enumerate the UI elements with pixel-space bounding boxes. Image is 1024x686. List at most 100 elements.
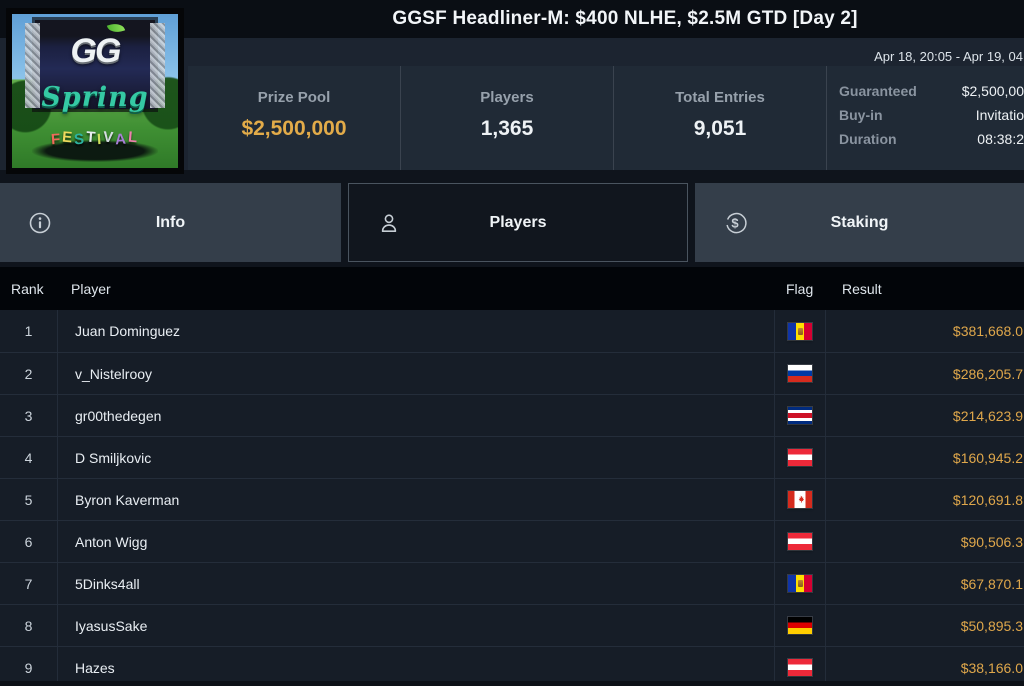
table-row[interactable]: 2 v_Nistelrooy $286,205.7 — [0, 352, 1024, 394]
column-header-result: Result — [842, 280, 882, 297]
player-name: Anton Wigg — [75, 533, 148, 550]
tournament-dates: Apr 18, 20:05 - Apr 19, 04 — [874, 49, 1023, 64]
table-header: Rank Player Flag Result — [0, 267, 1024, 310]
andorra-flag-icon — [788, 322, 812, 340]
rank-cell: 8 — [0, 605, 58, 646]
austria-flag-icon — [788, 533, 812, 550]
festival-letter: F — [50, 130, 63, 149]
flag-cell — [774, 479, 826, 520]
table-row[interactable]: 1 Juan Dominguez $381,668.0 — [0, 310, 1024, 352]
stats-panel: Prize Pool $2,500,000 Players 1,365 Tota… — [188, 66, 1024, 170]
player-name: v_Nistelrooy — [75, 365, 153, 382]
festival-letter: L — [127, 128, 141, 147]
stat-total-entries: Total Entries 9,051 — [614, 66, 827, 170]
detail-duration: Duration 08:38:2 — [839, 127, 1024, 151]
details-panel: Guaranteed $2,500,00 Buy-in Invitatio Du… — [827, 66, 1024, 170]
canada-flag-icon — [788, 491, 812, 508]
dollar-icon: $ — [723, 211, 747, 235]
bottom-edge — [0, 681, 1024, 686]
logo-truss — [25, 23, 41, 108]
result-amount: $90,506.3 — [960, 533, 1023, 550]
detail-value: 08:38:2 — [977, 131, 1024, 147]
detail-label: Guaranteed — [839, 83, 917, 99]
table-row[interactable]: 4 D Smiljkovic $160,945.2 — [0, 436, 1024, 478]
austria-flag-icon — [788, 449, 812, 466]
flag-cell — [774, 605, 826, 646]
tab-info-label: Info — [155, 213, 186, 231]
player-name: Byron Kaverman — [75, 491, 180, 508]
rank-cell: 6 — [0, 521, 58, 562]
logo-spring-text: Spring — [41, 81, 149, 113]
festival-letter: A — [114, 130, 129, 149]
flag-cell — [774, 521, 826, 562]
detail-guaranteed: Guaranteed $2,500,00 — [839, 79, 1024, 103]
result-amount: $214,623.9 — [952, 407, 1023, 424]
rank-cell: 9 — [0, 647, 58, 686]
result-amount: $286,205.7 — [952, 365, 1023, 382]
stat-prize-pool: Prize Pool $2,500,000 — [188, 66, 401, 170]
result-amount: $67,870.1 — [960, 575, 1023, 592]
detail-value: $2,500,00 — [961, 83, 1024, 99]
austria-flag-icon — [788, 659, 812, 676]
flag-cell — [774, 563, 826, 604]
column-header-rank: Rank — [11, 280, 44, 297]
stat-label: Players — [480, 89, 534, 106]
result-amount: $50,895.3 — [960, 617, 1023, 634]
logo-gg-text: GG — [70, 32, 122, 71]
detail-label: Duration — [839, 131, 897, 147]
svg-text:$: $ — [731, 215, 739, 230]
player-name: Juan Dominguez — [75, 323, 181, 339]
table-row[interactable]: 3 gr00thedegen $214,623.9 — [0, 394, 1024, 436]
info-icon — [28, 211, 52, 235]
tab-staking-label: Staking — [830, 213, 889, 231]
rank-cell: 4 — [0, 437, 58, 478]
event-logo-art: GG Spring FESTIVAL — [12, 14, 178, 168]
tab-players[interactable]: Players — [348, 183, 688, 262]
table-row[interactable]: 6 Anton Wigg $90,506.3 — [0, 520, 1024, 562]
tab-band: Info Players $ Staking — [0, 170, 1024, 267]
tab-info[interactable]: Info — [0, 183, 341, 262]
costa-rica-flag-icon — [788, 407, 812, 424]
detail-label: Buy-in — [839, 107, 883, 123]
player-name: IyasusSake — [75, 617, 148, 634]
logo-stage-shadow — [31, 140, 159, 162]
stat-label: Prize Pool — [257, 89, 331, 106]
festival-letter: S — [73, 130, 87, 149]
logo-stage — [35, 20, 155, 110]
rank-cell: 7 — [0, 563, 58, 604]
stat-players: Players 1,365 — [401, 66, 614, 170]
column-header-flag: Flag — [786, 280, 814, 297]
rank-cell: 1 — [0, 310, 58, 352]
flag-cell — [774, 437, 826, 478]
stat-value: 1,365 — [480, 117, 534, 140]
results-table: 1 Juan Dominguez $381,668.0 2 v_Nistelro… — [0, 310, 1024, 686]
logo-truss — [149, 23, 165, 108]
stat-label: Total Entries — [675, 89, 765, 106]
result-amount: $160,945.2 — [952, 449, 1023, 466]
flag-cell — [774, 353, 826, 394]
russia-flag-icon — [788, 365, 812, 382]
table-row[interactable]: 9 Hazes $38,166.0 — [0, 646, 1024, 686]
result-amount: $38,166.0 — [960, 659, 1023, 676]
player-name: Hazes — [75, 659, 115, 676]
person-icon — [377, 211, 401, 235]
event-logo: GG Spring FESTIVAL — [6, 8, 184, 174]
column-header-player: Player — [71, 280, 111, 297]
date-row: Apr 18, 20:05 - Apr 19, 04 — [0, 48, 1024, 66]
tab-staking[interactable]: $ Staking — [695, 183, 1024, 262]
andorra-flag-icon — [788, 575, 812, 592]
player-name: gr00thedegen — [75, 407, 162, 424]
rank-cell: 2 — [0, 353, 58, 394]
table-row[interactable]: 7 5Dinks4all $67,870.1 — [0, 562, 1024, 604]
flag-cell — [774, 647, 826, 686]
result-amount: $381,668.0 — [952, 323, 1023, 339]
stat-value: 9,051 — [693, 117, 747, 140]
germany-flag-icon — [788, 617, 812, 634]
rank-cell: 5 — [0, 479, 58, 520]
table-row[interactable]: 5 Byron Kaverman $120,691.8 — [0, 478, 1024, 520]
player-name: D Smiljkovic — [75, 449, 152, 466]
detail-value: Invitatio — [975, 107, 1024, 123]
table-row[interactable]: 8 IyasusSake $50,895.3 — [0, 604, 1024, 646]
flag-cell — [774, 310, 826, 352]
stat-value: $2,500,000 — [241, 117, 347, 140]
